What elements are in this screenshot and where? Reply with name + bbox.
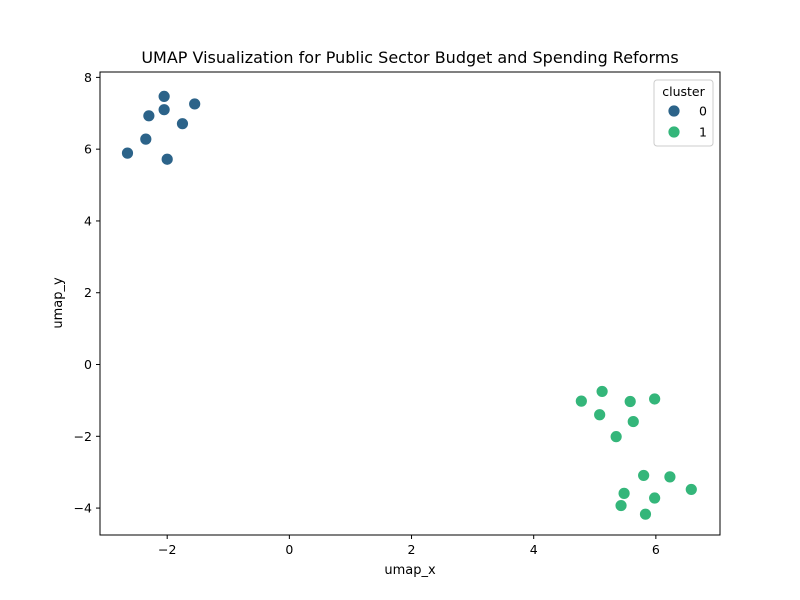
data-point-cluster-1-5 [626,415,640,428]
x-tick-label: 6 [652,542,660,557]
legend-marker-cluster-0 [667,104,681,118]
y-tick-label: 4 [84,213,92,228]
data-point-cluster-1-6 [609,430,623,444]
data-point-cluster-0-4 [176,117,189,131]
data-point-cluster-1-1 [574,394,588,408]
data-point-cluster-0-0 [157,90,171,103]
x-axis-label: umap_x [384,563,436,578]
data-point-cluster-1-11 [648,491,662,505]
data-point-cluster-1-13 [639,507,652,521]
y-tick-label: 0 [84,357,92,372]
data-point-cluster-1-3 [648,392,662,406]
legend-label-cluster-1: 1 [699,125,707,140]
data-point-cluster-1-0 [595,385,609,398]
y-tick-label: 2 [84,285,92,300]
data-point-cluster-0-5 [139,132,153,146]
data-point-cluster-1-9 [684,483,698,496]
plot-frame [99,71,721,536]
data-point-cluster-1-12 [614,499,628,512]
legend-label-cluster-0: 0 [699,104,707,119]
y-tick-label: −4 [74,501,92,516]
data-point-cluster-0-7 [160,152,174,166]
data-point-cluster-1-2 [623,395,637,408]
y-tick-label: 6 [84,142,92,157]
data-point-cluster-0-1 [188,97,202,111]
chart-title: UMAP Visualization for Public Sector Bud… [141,48,678,67]
y-axis-label: umap_y [51,277,66,329]
legend-marker-cluster-1 [667,125,681,139]
y-tick-label: 8 [84,70,92,85]
data-point-cluster-1-10 [617,486,631,500]
plot-area: −2 0 2 4 6 −4 −2 0 2 4 6 8 [74,70,721,557]
data-point-cluster-1-7 [637,469,651,482]
data-point-cluster-1-4 [593,408,607,422]
data-point-cluster-0-6 [121,146,134,160]
x-tick-label: 0 [285,542,293,557]
x-tick-label: 4 [530,542,538,557]
legend: cluster 0 1 [653,79,714,147]
data-point-cluster-0-2 [157,103,171,117]
x-tick-label: 2 [408,542,416,557]
data-point-cluster-1-8 [663,470,677,484]
x-tick-label: −2 [158,542,176,557]
data-point-cluster-0-3 [142,109,156,123]
legend-title: cluster [662,84,705,99]
y-tick-label: −2 [74,429,92,444]
